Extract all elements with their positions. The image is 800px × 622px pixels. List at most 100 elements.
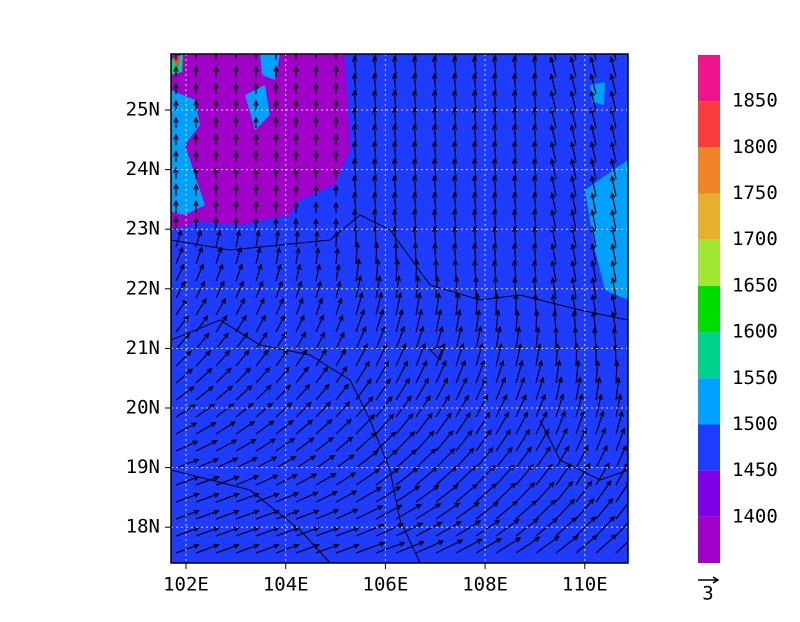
wind-arrow	[549, 141, 557, 163]
wind-arrow	[435, 430, 454, 452]
wind-arrow	[411, 55, 418, 78]
wind-arrow	[235, 526, 260, 537]
wind-arrow	[354, 54, 357, 61]
wind-arrow	[213, 116, 219, 128]
wind-arrow	[313, 133, 319, 145]
wind-arrow	[455, 359, 466, 384]
lat-label: 25N	[126, 99, 160, 121]
wind-arrow	[293, 167, 299, 179]
wind-arrow	[235, 384, 253, 401]
wind-arrow	[175, 458, 200, 469]
wind-arrow	[354, 241, 360, 265]
wind-arrow	[475, 359, 486, 384]
wind-arrow	[435, 447, 456, 469]
wind-arrow	[313, 82, 319, 94]
wind-arrow	[213, 216, 219, 230]
wind-arrow	[415, 521, 443, 537]
wind-arrow	[315, 543, 340, 554]
wind-arrow	[394, 54, 397, 61]
wind-arrow	[275, 526, 300, 537]
wind-arrow	[375, 343, 388, 367]
wind-arrow	[511, 72, 518, 95]
wind-arrow	[173, 150, 179, 162]
wind-arrow	[451, 208, 458, 231]
wind-arrow	[213, 167, 219, 179]
wind-arrow	[255, 297, 265, 316]
wind-arrow	[235, 543, 260, 554]
wind-arrow	[589, 90, 597, 112]
wind-arrow	[569, 56, 577, 78]
wind-arrow	[371, 72, 378, 95]
wind-arrow	[195, 229, 202, 248]
wind-arrow	[371, 174, 378, 197]
wind-arrow	[333, 230, 340, 248]
wind-arrow	[195, 280, 206, 299]
wind-arrow	[570, 226, 577, 248]
wind-arrow	[591, 310, 597, 333]
wind-arrow	[495, 482, 517, 503]
wind-arrow	[335, 454, 355, 469]
wind-arrow	[253, 82, 259, 94]
wind-arrow	[195, 526, 220, 537]
wind-arrow	[549, 124, 557, 146]
wind-arrow	[493, 292, 500, 316]
wind-arrow	[233, 133, 239, 145]
wind-arrow	[531, 123, 538, 146]
wind-arrow	[293, 184, 299, 196]
wind-arrow	[215, 280, 225, 299]
wind-arrow	[609, 90, 617, 112]
wind-arrow	[315, 383, 330, 401]
wind-arrow	[531, 89, 538, 112]
wind-arrow	[374, 54, 377, 61]
wind-arrow	[535, 376, 545, 401]
wind-arrow	[275, 492, 300, 503]
wind-arrow	[235, 332, 249, 350]
wind-arrow	[550, 226, 557, 248]
wind-arrow	[371, 140, 378, 163]
wind-arrow	[555, 480, 574, 503]
wind-arrow	[475, 447, 494, 469]
wind-arrow	[215, 297, 226, 316]
wind-arrow	[275, 384, 292, 401]
colorbar-box	[698, 285, 720, 333]
wind-arrow	[235, 438, 257, 452]
wind-arrow	[193, 54, 199, 60]
wind-arrow	[495, 342, 504, 367]
wind-arrow	[293, 133, 299, 145]
wind-arrow	[295, 437, 315, 452]
wind-arrow	[351, 55, 358, 78]
wind-arrow	[233, 99, 239, 111]
wind-arrow	[515, 359, 524, 384]
wind-arrow	[550, 276, 557, 299]
wind-arrow	[295, 383, 311, 401]
wind-arrow	[235, 420, 256, 435]
wind-arrow	[495, 394, 508, 418]
wind-arrow	[355, 258, 362, 282]
wind-arrow	[193, 116, 199, 128]
wind-arrow	[293, 82, 299, 94]
wind-arrow	[475, 325, 483, 350]
wind-arrow	[275, 474, 299, 486]
colorbar-box	[698, 55, 720, 102]
wind-arrow	[415, 430, 435, 452]
wind-arrow	[435, 484, 459, 503]
wind-arrow	[375, 431, 397, 452]
wind-arrow	[253, 65, 259, 77]
wind-arrow	[315, 509, 340, 520]
wind-arrow	[555, 410, 566, 435]
wind-arrow	[575, 393, 584, 418]
wind-arrow	[531, 72, 538, 95]
wind-arrow	[555, 427, 568, 452]
wind-arrow	[474, 292, 480, 316]
lat-label: 22N	[126, 277, 160, 299]
wind-arrow	[193, 216, 199, 230]
wind-arrow	[475, 411, 490, 435]
wind-arrow	[315, 491, 339, 503]
wind-arrow	[255, 229, 261, 248]
wind-arrow	[491, 191, 498, 214]
wind-arrow	[215, 543, 240, 554]
wind-arrow	[411, 123, 418, 146]
wind-arrow	[474, 54, 477, 61]
wind-arrow	[435, 502, 461, 520]
wind-arrow	[590, 175, 597, 197]
